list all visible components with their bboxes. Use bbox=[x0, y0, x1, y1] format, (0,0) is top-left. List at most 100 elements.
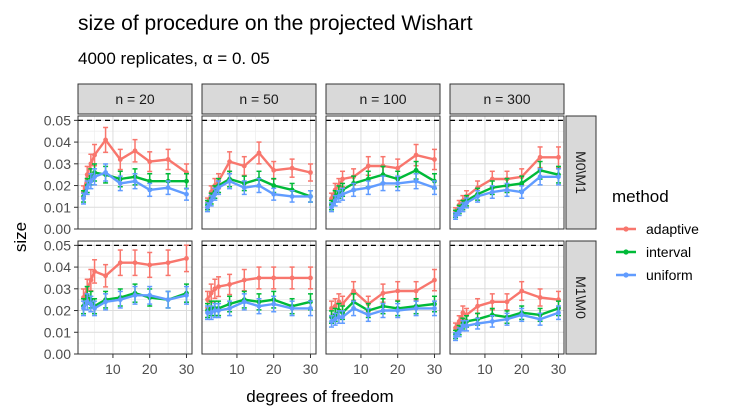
data-point bbox=[103, 137, 108, 143]
series-line bbox=[330, 179, 435, 208]
chart-title: size of procedure on the projected Wisha… bbox=[78, 12, 473, 35]
data-point bbox=[147, 178, 153, 184]
legend-title: method bbox=[612, 187, 669, 206]
data-point bbox=[216, 308, 221, 313]
facet-strip-column bbox=[77, 83, 193, 115]
series-uniform bbox=[329, 300, 437, 328]
data-point bbox=[504, 299, 510, 305]
data-point bbox=[351, 288, 356, 294]
facet-strip-row bbox=[565, 240, 597, 355]
data-point bbox=[489, 319, 495, 324]
facet-strip-column-label: n = 100 bbox=[359, 91, 406, 107]
data-point bbox=[537, 174, 543, 180]
data-point bbox=[289, 275, 295, 281]
data-point bbox=[413, 152, 419, 158]
data-point bbox=[132, 292, 138, 298]
y-tick-label: 0.00 bbox=[44, 346, 71, 362]
data-point bbox=[432, 305, 437, 311]
data-point bbox=[432, 157, 437, 162]
data-point bbox=[395, 165, 401, 171]
data-point bbox=[241, 277, 247, 283]
data-point bbox=[365, 163, 371, 169]
x-tick-label: 10 bbox=[105, 361, 121, 377]
data-point bbox=[329, 305, 334, 311]
data-point bbox=[453, 325, 458, 331]
data-point bbox=[184, 191, 189, 197]
panel-border bbox=[201, 115, 317, 230]
legend-key-point bbox=[623, 226, 629, 232]
data-point bbox=[256, 183, 262, 188]
series-line bbox=[454, 289, 559, 329]
data-point bbox=[132, 260, 138, 266]
facet-panel bbox=[325, 240, 441, 355]
data-point bbox=[351, 305, 356, 311]
data-point bbox=[117, 180, 123, 186]
data-point bbox=[456, 209, 462, 215]
facet-strip-row-label: M0\M1 bbox=[573, 151, 589, 194]
data-point bbox=[489, 176, 495, 182]
data-point bbox=[475, 303, 480, 309]
data-point bbox=[103, 273, 108, 279]
data-point bbox=[432, 185, 437, 191]
data-point bbox=[332, 303, 338, 309]
data-point bbox=[464, 323, 469, 329]
data-point bbox=[84, 185, 90, 191]
data-point bbox=[395, 288, 401, 294]
data-point bbox=[256, 303, 262, 309]
data-point bbox=[165, 185, 171, 191]
y-tick-label: 0.03 bbox=[44, 156, 71, 172]
x-tick-label: 30 bbox=[179, 361, 195, 377]
data-point bbox=[212, 191, 218, 197]
data-point bbox=[227, 178, 232, 184]
data-point bbox=[289, 305, 295, 311]
panel-border bbox=[77, 240, 193, 355]
data-point bbox=[132, 178, 138, 184]
facet-strip-column bbox=[201, 83, 317, 115]
legend: method adaptive interval uniform bbox=[612, 187, 699, 283]
data-point bbox=[88, 178, 94, 184]
data-point bbox=[504, 316, 510, 322]
data-point bbox=[147, 187, 153, 193]
data-point bbox=[336, 314, 342, 320]
data-point bbox=[147, 292, 153, 298]
data-point bbox=[165, 260, 171, 266]
series-line bbox=[454, 175, 559, 217]
data-point bbox=[329, 204, 334, 210]
series-uniform bbox=[205, 172, 313, 213]
data-point bbox=[519, 189, 525, 195]
data-point bbox=[380, 290, 386, 296]
data-point bbox=[332, 198, 338, 204]
data-point bbox=[81, 305, 86, 311]
data-point bbox=[184, 178, 189, 184]
data-point bbox=[460, 310, 466, 316]
data-point bbox=[81, 196, 86, 201]
data-point bbox=[208, 290, 214, 296]
data-point bbox=[351, 187, 356, 193]
series-uniform bbox=[453, 168, 561, 221]
data-point bbox=[519, 312, 525, 318]
facet-panel bbox=[77, 115, 193, 230]
data-point bbox=[117, 260, 123, 266]
chart-subtitle: 4000 replicates, α = 0. 05 bbox=[78, 49, 270, 68]
data-point bbox=[380, 308, 386, 313]
data-point bbox=[395, 308, 401, 313]
data-point bbox=[271, 275, 277, 281]
data-point bbox=[336, 194, 342, 199]
facet-strip-column bbox=[449, 83, 565, 115]
series-line bbox=[330, 169, 436, 206]
data-point bbox=[227, 159, 232, 165]
data-point bbox=[256, 275, 262, 281]
data-point bbox=[504, 187, 510, 193]
panel-border bbox=[325, 240, 441, 355]
panel-border bbox=[449, 240, 565, 355]
data-point bbox=[464, 200, 469, 206]
data-point bbox=[489, 299, 495, 305]
data-point bbox=[184, 292, 189, 298]
y-tick-label: 0.05 bbox=[44, 112, 71, 128]
x-tick-label: 10 bbox=[477, 361, 493, 377]
data-point bbox=[556, 154, 561, 160]
data-point bbox=[88, 161, 94, 167]
series-line bbox=[454, 311, 559, 338]
x-tick-label: 10 bbox=[229, 361, 245, 377]
